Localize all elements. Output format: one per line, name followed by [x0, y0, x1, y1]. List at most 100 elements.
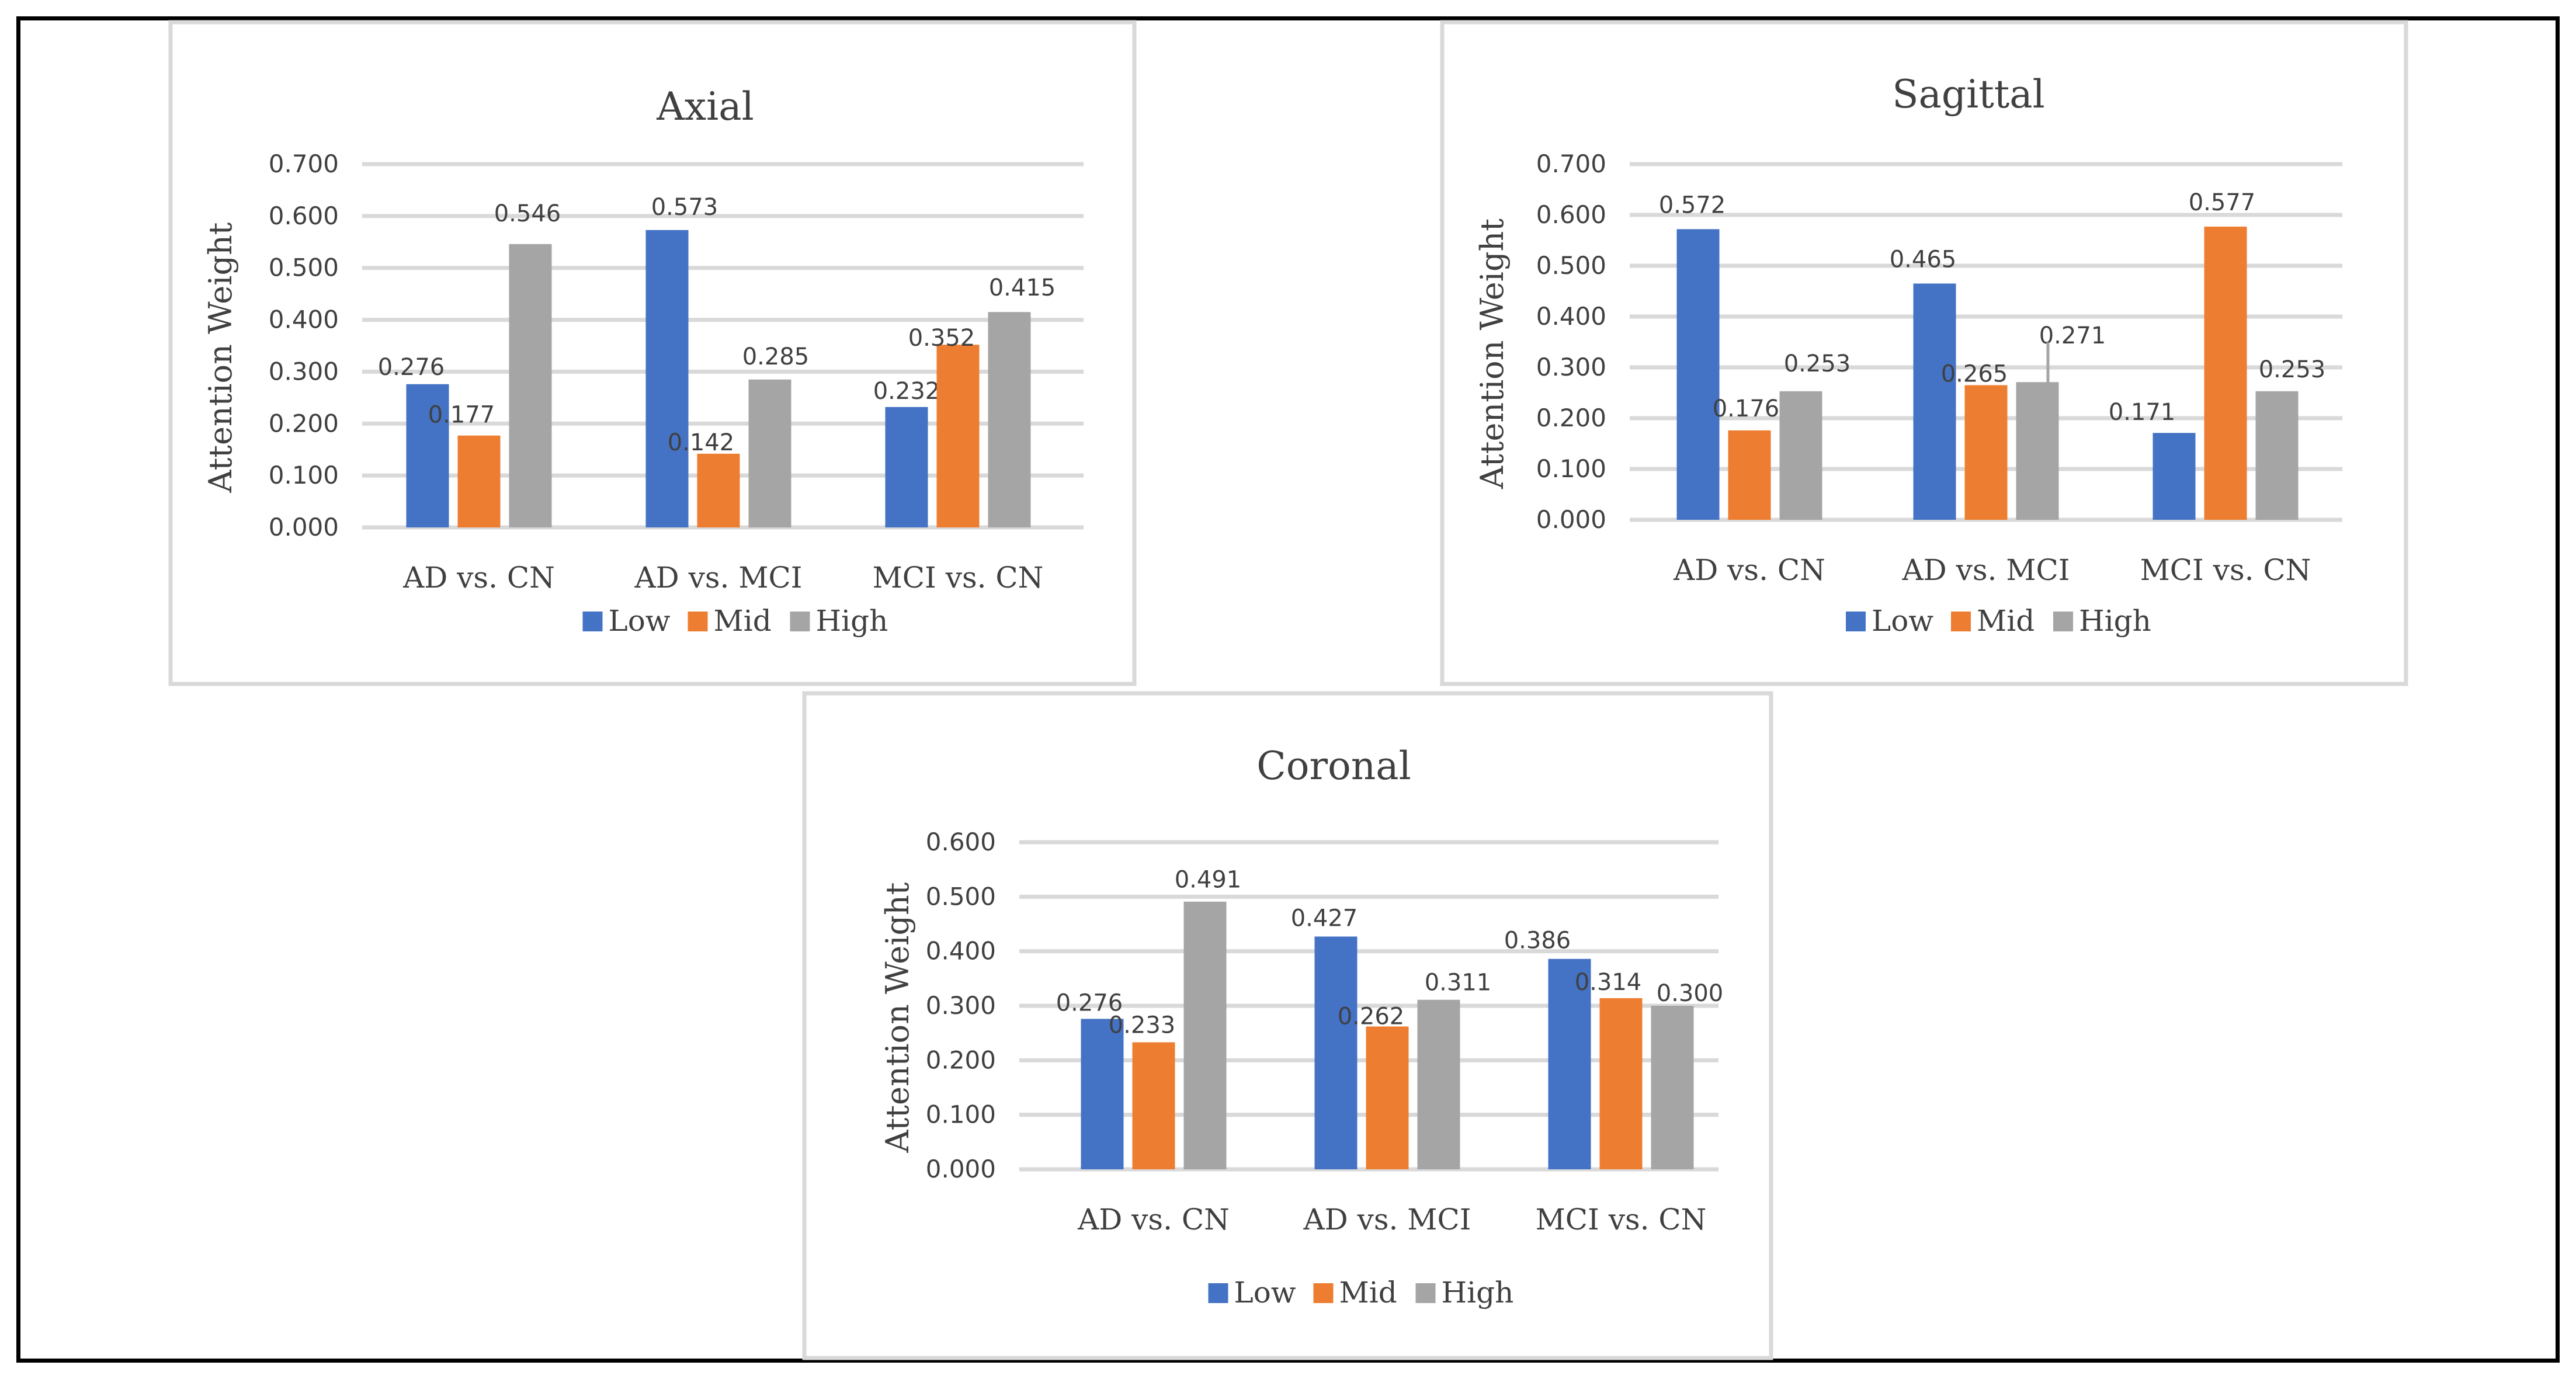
x-category-label: AD vs. MCI: [634, 561, 803, 595]
bar-low: [1081, 1019, 1124, 1169]
y-tick-label: 0.200: [926, 1045, 996, 1074]
data-label: 0.415: [989, 275, 1056, 301]
y-tick-label: 0.500: [926, 882, 996, 911]
data-label: 0.427: [1291, 905, 1358, 932]
y-tick-label: 0.500: [269, 253, 339, 282]
bar-low: [885, 407, 928, 527]
bar-mid: [1728, 430, 1771, 520]
legend-label-low: Low: [609, 604, 671, 638]
data-label: 0.577: [2189, 189, 2256, 216]
bar-high: [748, 379, 791, 527]
data-label: 0.262: [1338, 1003, 1405, 1030]
legend-swatch-mid: [1313, 1283, 1334, 1303]
legend-label-high: High: [2079, 604, 2151, 638]
data-label: 0.311: [1425, 970, 1492, 996]
y-tick-label: 0.100: [1536, 454, 1606, 483]
bar-low: [1314, 936, 1358, 1169]
chart-panel-sagittal: 0.000 0.100 0.200 0.300 0.400 0.500 0.600 0.700…: [1440, 20, 2408, 686]
legend-swatch-mid: [688, 612, 708, 631]
legend-label-mid: Mid: [1977, 604, 2035, 638]
bar-high: [988, 312, 1031, 527]
y-axis-label: Attention Weight: [202, 222, 239, 493]
legend-swatch-low: [582, 612, 603, 631]
y-axis-label: Attention Weight: [1474, 218, 1511, 489]
x-category-label: AD vs. CN: [1673, 553, 1825, 587]
chart-panel-axial: 0.000 0.100 0.200 0.300 0.400 0.500 0.600 0.700…: [168, 20, 1137, 686]
legend-label-low: Low: [1234, 1276, 1296, 1309]
y-tick-label: 0.300: [926, 991, 996, 1020]
x-category-label: MCI vs. CN: [873, 561, 1044, 595]
bar-high: [1417, 999, 1460, 1169]
bar-mid: [457, 435, 501, 527]
y-tick-label: 0.200: [1536, 404, 1606, 432]
bar-mid: [2204, 227, 2247, 520]
data-label: 0.314: [1575, 969, 1642, 996]
data-label: 0.386: [1504, 928, 1571, 954]
legend-label-mid: Mid: [714, 604, 772, 638]
legend-label-high: High: [1442, 1276, 1514, 1309]
y-tick-label: 0.700: [1536, 150, 1606, 178]
data-label: 0.276: [1056, 989, 1123, 1016]
y-tick-label: 0.600: [269, 202, 339, 230]
y-axis-label: Attention Weight: [879, 882, 916, 1153]
bar-low: [1676, 229, 1720, 520]
y-tick-label: 0.100: [269, 461, 339, 489]
legend-label-low: Low: [1872, 604, 1933, 638]
bar-low: [1913, 283, 1956, 520]
bar-high: [2255, 391, 2299, 520]
chart-title: Coronal: [1256, 744, 1411, 789]
y-tick-label: 0.000: [926, 1155, 996, 1183]
data-label: 0.233: [1109, 1012, 1176, 1039]
data-label: 0.465: [1890, 246, 1957, 273]
legend-swatch-high: [790, 612, 810, 631]
x-category-label: AD vs. MCI: [1303, 1203, 1471, 1236]
data-label: 0.176: [1713, 395, 1780, 422]
x-category-label: AD vs. CN: [1077, 1203, 1230, 1236]
data-label: 0.265: [1941, 360, 2008, 387]
x-category-label: AD vs. CN: [402, 561, 555, 595]
legend-swatch-high: [2053, 612, 2073, 631]
legend-label-mid: Mid: [1339, 1276, 1397, 1309]
bar-high: [1651, 1006, 1694, 1169]
y-tick-label: 0.600: [926, 828, 996, 856]
y-tick-label: 0.700: [269, 150, 339, 178]
y-tick-label: 0.500: [1536, 251, 1606, 280]
data-label: 0.573: [651, 194, 718, 221]
bar-high: [509, 244, 552, 527]
chart-title: Sagittal: [1892, 72, 2044, 117]
data-label: 0.271: [2039, 322, 2106, 349]
bar-high: [1779, 391, 1822, 520]
data-label: 0.546: [494, 200, 561, 227]
data-label: 0.142: [668, 429, 735, 456]
data-label: 0.232: [873, 378, 940, 405]
y-tick-label: 0.300: [1536, 353, 1606, 381]
x-category-label: AD vs. MCI: [1902, 553, 2070, 587]
bar-mid: [936, 345, 980, 527]
y-tick-label: 0.300: [269, 357, 339, 385]
y-tick-label: 0.400: [926, 937, 996, 965]
data-label: 0.491: [1175, 867, 1242, 894]
legend-swatch-mid: [1951, 612, 1971, 631]
legend-swatch-high: [1415, 1283, 1436, 1303]
x-category-label: MCI vs. CN: [2140, 553, 2311, 587]
legend-label-high: High: [816, 604, 888, 638]
y-tick-label: 0.600: [1536, 200, 1606, 229]
bar-mid: [1132, 1042, 1175, 1169]
data-label: 0.171: [2109, 399, 2176, 426]
y-tick-label: 0.400: [269, 305, 339, 334]
bar-low: [2153, 433, 2196, 520]
y-tick-label: 0.100: [926, 1100, 996, 1129]
bar-mid: [697, 453, 740, 527]
chart-title: Axial: [656, 84, 754, 129]
bar-low: [1548, 958, 1591, 1169]
data-label: 0.253: [2259, 356, 2326, 383]
data-label: 0.285: [742, 343, 810, 370]
bar-mid: [1964, 385, 2008, 520]
bar-high: [1183, 901, 1227, 1169]
y-tick-label: 0.200: [269, 409, 339, 437]
data-label: 0.253: [1784, 350, 1851, 377]
y-tick-label: 0.400: [1536, 302, 1606, 331]
x-category-label: MCI vs. CN: [1536, 1203, 1707, 1236]
data-label: 0.177: [428, 402, 495, 429]
